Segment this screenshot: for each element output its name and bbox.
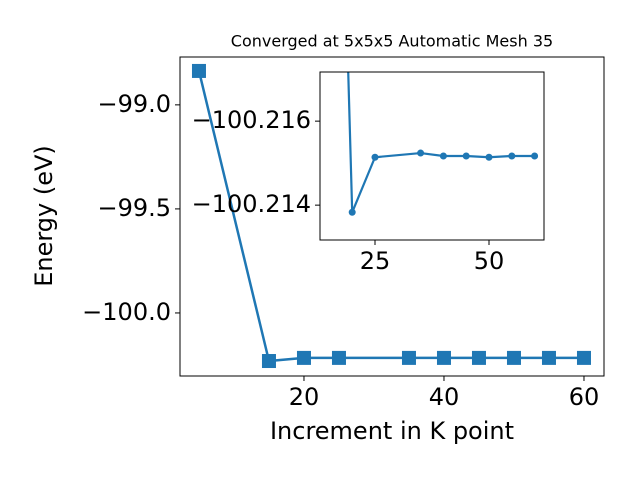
x-tick-label: 20 [289, 383, 320, 411]
y-tick-label: −100.216 [192, 106, 311, 134]
marker [436, 350, 451, 365]
y-tick-label: −99.5 [97, 194, 171, 222]
marker [506, 350, 521, 365]
marker [261, 354, 276, 369]
x-tick-label: 25 [360, 247, 391, 275]
y-tick-label: −100.214 [192, 190, 311, 218]
marker [462, 152, 470, 160]
plot-group [347, 72, 539, 216]
chart-title: Converged at 5x5x5 Automatic Mesh 35 [231, 32, 553, 51]
y-tick-label: −99.0 [97, 90, 171, 118]
marker [576, 350, 591, 365]
marker [471, 350, 486, 365]
x-tick-label: 50 [474, 247, 505, 275]
marker [191, 63, 206, 78]
x-tick-label: 40 [429, 383, 460, 411]
marker [401, 350, 416, 365]
marker [296, 350, 311, 365]
marker [417, 149, 425, 157]
x-tick-label: 60 [569, 383, 600, 411]
marker [485, 153, 493, 161]
marker [371, 153, 379, 161]
marker [531, 152, 539, 160]
y-axis-label: Energy (eV) [30, 145, 58, 287]
marker [348, 208, 356, 216]
marker [541, 350, 556, 365]
x-axis-label: Increment in K point [270, 417, 514, 445]
marker [508, 152, 516, 160]
marker [331, 350, 346, 365]
plot-group [191, 63, 591, 369]
series-line [197, 70, 584, 363]
axes-frame [179, 56, 605, 377]
marker [439, 152, 447, 160]
y-tick-label: −100.0 [82, 298, 171, 326]
axes-frame [319, 71, 545, 241]
